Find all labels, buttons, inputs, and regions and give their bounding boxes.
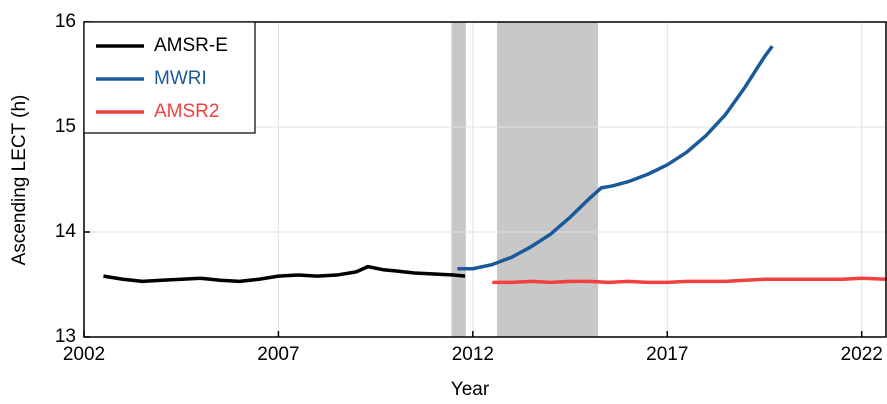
x-tick-label: 2002 — [63, 344, 105, 365]
legend-label: MWRI — [154, 68, 207, 89]
x-tick-label: 2017 — [646, 344, 688, 365]
series-line — [103, 264, 466, 284]
x-axis-label: Year — [451, 379, 490, 400]
y-tick-label: 15 — [55, 116, 76, 137]
legend-label: AMSR-E — [154, 35, 228, 56]
x-tick-label: 2007 — [257, 344, 299, 365]
y-tick-label: 14 — [55, 221, 77, 242]
shaded-span — [451, 22, 466, 337]
plot-frame — [83, 21, 887, 338]
y-tick-label: 16 — [55, 11, 76, 32]
legend-label: AMSR2 — [154, 101, 219, 122]
y-axis-label: Ascending LECT (h) — [9, 95, 30, 266]
shaded-span — [496, 22, 599, 337]
series-line — [457, 45, 774, 271]
series-line — [492, 276, 887, 285]
y-tick-label: 13 — [55, 326, 76, 347]
x-tick-label: 2022 — [841, 344, 883, 365]
x-tick-label: 2012 — [452, 344, 494, 365]
